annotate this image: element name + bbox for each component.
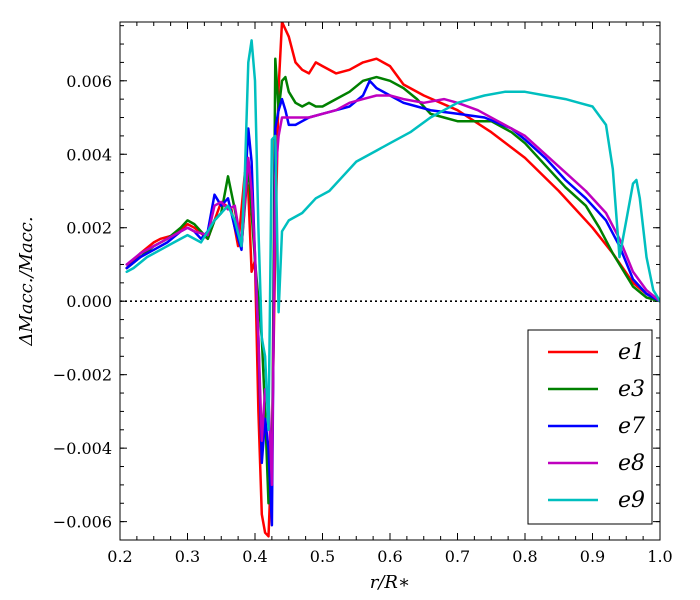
- x-tick-label: 0.5: [310, 547, 335, 566]
- y-tick-label: −0.006: [53, 513, 112, 532]
- y-axis-ticks: −0.006 −0.004 −0.002 0.000 0.002 0.004 0.006: [53, 25, 660, 541]
- legend-label-e9: e9: [618, 488, 645, 513]
- series-line-e8: [125, 94, 660, 487]
- x-axis-title: r/R∗: [370, 572, 410, 593]
- x-tick-label: 0.7: [445, 547, 470, 566]
- y-tick-label: 0.004: [66, 145, 112, 164]
- x-tick-label: 0.9: [580, 547, 605, 566]
- y-axis-title: ΔMacc./Macc.: [16, 216, 37, 346]
- legend: e1 e3 e7 e8 e9: [527, 329, 653, 525]
- y-tick-label: 0.006: [66, 72, 112, 91]
- legend-label-e8: e8: [618, 451, 645, 476]
- x-tick-label: 1.0: [647, 547, 672, 566]
- y-tick-label: −0.004: [53, 439, 112, 458]
- y-tick-label: 0.000: [66, 292, 112, 311]
- legend-label-e3: e3: [618, 377, 645, 402]
- legend-label-e1: e1: [618, 340, 645, 365]
- x-tick-label: 0.4: [242, 547, 267, 566]
- y-tick-label: 0.002: [66, 219, 112, 238]
- plot-area-frame: [119, 21, 661, 541]
- x-tick-label: 0.6: [377, 547, 402, 566]
- x-axis-ticks: 0.2 0.3 0.4 0.5 0.6 0.7 0.8 0.9 1.0: [107, 22, 673, 566]
- x-tick-label: 0.2: [107, 547, 132, 566]
- series-lines: [125, 22, 660, 538]
- series-line-e9: [125, 39, 660, 432]
- y-tick-label: −0.002: [53, 366, 112, 385]
- x-tick-label: 0.8: [512, 547, 537, 566]
- legend-label-e7: e7: [618, 414, 645, 439]
- x-tick-label: 0.3: [175, 547, 200, 566]
